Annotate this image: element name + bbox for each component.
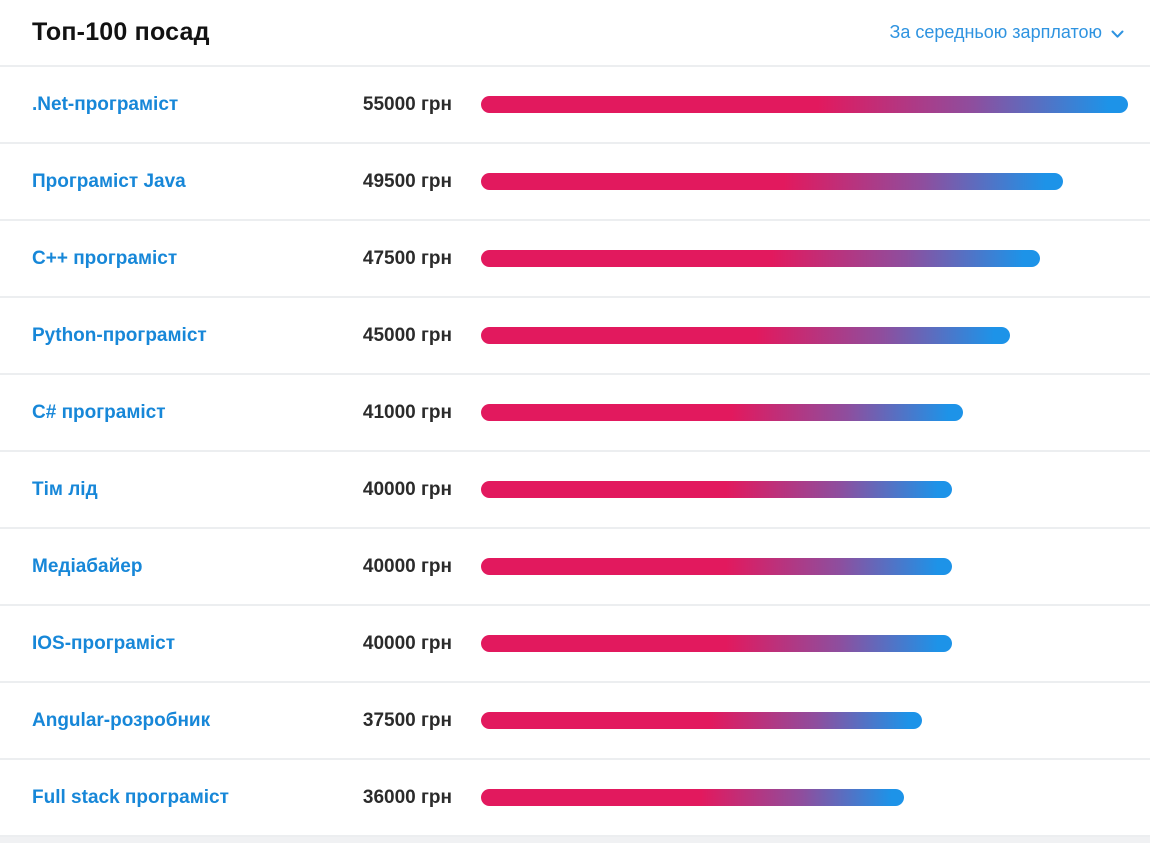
- salary-bar-track: [481, 404, 1128, 421]
- job-title-link[interactable]: .Net-програміст: [32, 93, 179, 115]
- salary-bar-track: [481, 173, 1128, 190]
- job-title-link[interactable]: IOS-програміст: [32, 632, 176, 654]
- salary-bar: [481, 96, 1128, 113]
- salary-bar: [481, 712, 923, 729]
- table-row: IOS-програміст 40000 грн: [0, 606, 1150, 683]
- salary-bar-track: [481, 96, 1128, 113]
- table-row: Angular-розробник 37500 грн: [0, 683, 1150, 760]
- salary-bar-track: [481, 250, 1128, 267]
- salary-bar: [481, 481, 952, 498]
- job-title-link[interactable]: Python-програміст: [32, 324, 207, 346]
- bottom-divider-band: [0, 837, 1150, 843]
- salary-value: 40000 грн: [362, 478, 452, 500]
- page-title: Топ-100 посад: [32, 18, 210, 46]
- salary-value: 49500 грн: [362, 170, 452, 192]
- salary-value: 47500 грн: [362, 247, 452, 269]
- salary-bar-track: [481, 558, 1128, 575]
- table-row: Full stack програміст 36000 грн: [0, 760, 1150, 837]
- salary-bar-track: [481, 481, 1128, 498]
- salary-bar: [481, 173, 1064, 190]
- salary-value: 45000 грн: [362, 324, 452, 346]
- salary-value: 41000 грн: [362, 401, 452, 423]
- list-header: Топ-100 посад За середньою зарплатою: [0, 0, 1150, 67]
- job-title-link[interactable]: Тім лід: [32, 478, 98, 500]
- salary-value: 37500 грн: [362, 709, 452, 731]
- salary-bar: [481, 635, 952, 652]
- table-row: Тім лід 40000 грн: [0, 452, 1150, 529]
- salary-bar: [481, 250, 1040, 267]
- table-row: C# програміст 41000 грн: [0, 375, 1150, 452]
- salary-value: 40000 грн: [362, 632, 452, 654]
- job-title-link[interactable]: Full stack програміст: [32, 786, 229, 808]
- table-row: C++ програміст 47500 грн: [0, 221, 1150, 298]
- table-row: Медіабайер 40000 грн: [0, 529, 1150, 606]
- salary-value: 36000 грн: [362, 786, 452, 808]
- sort-dropdown-label: За середньою зарплатою: [889, 22, 1102, 42]
- job-title-link[interactable]: Програміст Java: [32, 170, 186, 192]
- chevron-down-icon: [1111, 30, 1124, 39]
- salary-ranking-list: .Net-програміст 55000 грн Програміст Jav…: [0, 67, 1150, 837]
- job-title-link[interactable]: C# програміст: [32, 401, 166, 423]
- salary-bar-track: [481, 327, 1128, 344]
- job-title-link[interactable]: Angular-розробник: [32, 709, 211, 731]
- salary-bar-track: [481, 712, 1128, 729]
- salary-bar: [481, 404, 964, 421]
- table-row: Програміст Java 49500 грн: [0, 144, 1150, 221]
- salary-bar-track: [481, 789, 1128, 806]
- salary-bar: [481, 327, 1011, 344]
- sort-dropdown[interactable]: За середньою зарплатою: [889, 22, 1124, 43]
- salary-value: 55000 грн: [362, 93, 452, 115]
- table-row: .Net-програміст 55000 грн: [0, 67, 1150, 144]
- job-title-link[interactable]: Медіабайер: [32, 555, 143, 577]
- salary-bar: [481, 558, 952, 575]
- salary-bar: [481, 789, 905, 806]
- salary-bar-track: [481, 635, 1128, 652]
- table-row: Python-програміст 45000 грн: [0, 298, 1150, 375]
- salary-value: 40000 грн: [362, 555, 452, 577]
- job-title-link[interactable]: C++ програміст: [32, 247, 178, 269]
